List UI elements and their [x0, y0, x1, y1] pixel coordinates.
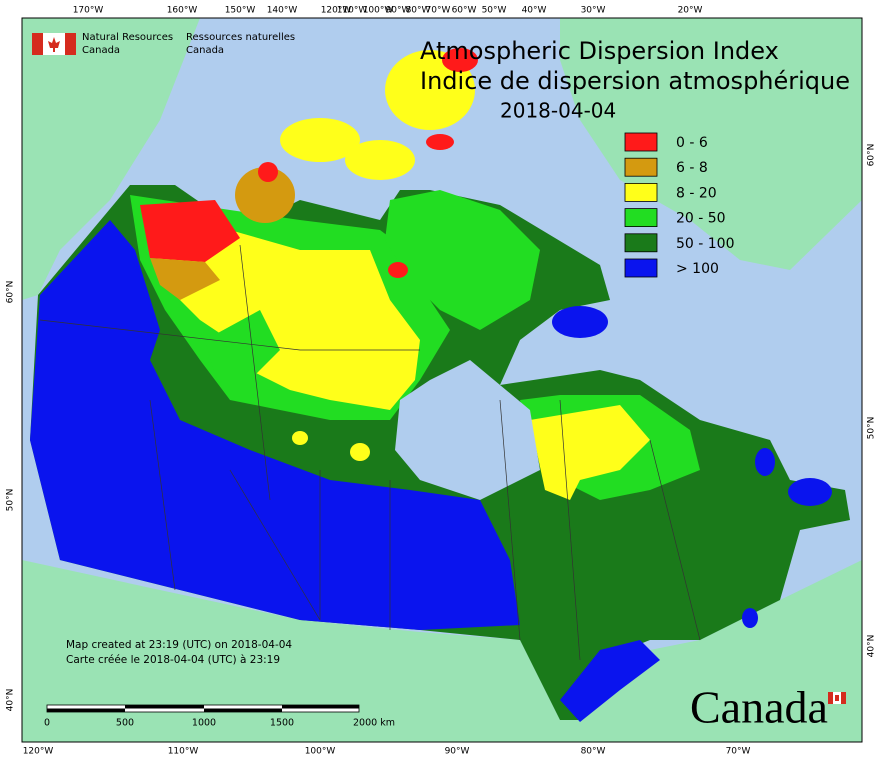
left-axis-label: 60°N — [6, 281, 16, 304]
left-axis-label: 50°N — [6, 489, 16, 512]
frame — [21, 17, 863, 743]
top-axis-label: 20°W — [678, 6, 703, 16]
bottom-axis-label: 80°W — [581, 747, 606, 757]
bottom-axis-label: 110°W — [168, 747, 199, 757]
right-axis-label: 60°N — [867, 144, 877, 167]
top-axis-label: 80°W — [406, 6, 431, 16]
top-axis-label: 40°W — [522, 6, 547, 16]
note: Carte créée le 2018-04-04 (UTC) à 23:19 — [66, 654, 280, 666]
right-axis-label: 40°N — [867, 635, 877, 658]
legend-label: 6 - 8 — [676, 160, 708, 176]
bottom-axis-label: 90°W — [445, 747, 470, 757]
scale-segment — [125, 705, 204, 709]
scale-label: 500 — [116, 718, 134, 729]
legend-label: 8 - 20 — [676, 185, 717, 201]
top-axis-label: 70°W — [426, 6, 451, 16]
legend-swatch — [624, 132, 658, 152]
top-axis-label: 100°W — [363, 6, 394, 16]
scale-label: 0 — [44, 718, 50, 729]
bottom-axis-label: 100°W — [305, 747, 336, 757]
legend-label: 50 - 100 — [676, 236, 735, 252]
agency-fr: Canada — [186, 45, 224, 56]
top-axis-label: 150°W — [225, 6, 256, 16]
bottom-axis-label: 120°W — [23, 747, 54, 757]
top-axis-label: 120°W — [321, 6, 352, 16]
legend-label: 20 - 50 — [676, 211, 726, 227]
title-fr: Indice de dispersion atmosphérique — [420, 67, 850, 95]
agency-en: Canada — [82, 45, 120, 56]
top-axis-label: 110°W — [337, 6, 368, 16]
top-axis-label: 30°W — [581, 6, 606, 16]
legend-label: 0 - 6 — [676, 135, 708, 151]
top-axis-label: 170°W — [73, 6, 104, 16]
scale-segment — [47, 708, 125, 712]
canada-wordmark — [828, 692, 846, 704]
agency-en: Natural Resources — [82, 32, 173, 43]
left-axis-label: 40°N — [6, 689, 16, 712]
legend-swatch — [624, 258, 658, 278]
title-en: Atmospheric Dispersion Index — [420, 37, 779, 65]
right-axis-label: 50°N — [867, 417, 877, 440]
land — [22, 18, 862, 742]
scale-label: 2000 km — [353, 718, 395, 729]
top-axis-label: 140°W — [267, 6, 298, 16]
scale-segment — [282, 705, 359, 709]
nrcan-logo — [32, 33, 76, 55]
agency-fr: Ressources naturelles — [186, 32, 295, 43]
scale-label: 1500 — [270, 718, 294, 729]
top-axis-label: 90°W — [386, 6, 411, 16]
legend-swatch — [624, 182, 658, 202]
top-axis-label: 60°W — [452, 6, 477, 16]
legend-swatch — [624, 157, 658, 177]
top-axis-label: 160°W — [167, 6, 198, 16]
note: Map created at 23:19 (UTC) on 2018-04-04 — [66, 639, 292, 651]
top-axis-label: 50°W — [482, 6, 507, 16]
legend-label: > 100 — [676, 261, 719, 277]
legend-swatch — [624, 233, 658, 253]
title-date: 2018-04-04 — [500, 99, 616, 123]
wordmark: Canada — [690, 682, 828, 733]
bottom-axis-label: 70°W — [726, 747, 751, 757]
legend-swatch — [624, 208, 658, 228]
scale-label: 1000 — [192, 718, 216, 729]
scale-segment — [204, 708, 282, 712]
